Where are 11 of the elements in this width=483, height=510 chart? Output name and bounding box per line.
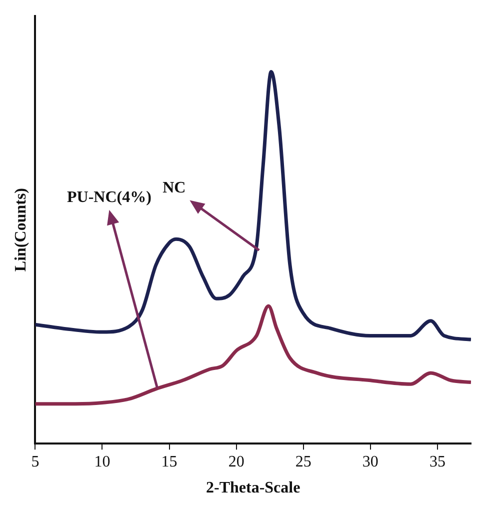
x-tick-label: 20 <box>228 453 244 470</box>
x-tick-label: 35 <box>429 453 446 470</box>
x-tick-label: 15 <box>161 453 178 470</box>
annotation: PU-NC(4%) <box>67 188 152 206</box>
x-tick-label: 25 <box>295 453 312 470</box>
x-tick-label: 30 <box>362 453 378 470</box>
annotation: NC <box>162 179 186 196</box>
x-tick-label: 5 <box>31 453 40 470</box>
x-tick-label: 10 <box>94 453 110 470</box>
x-axis-title: 2-Theta-Scale <box>206 480 300 497</box>
y-axis-title: Lin(Counts) <box>12 188 30 272</box>
